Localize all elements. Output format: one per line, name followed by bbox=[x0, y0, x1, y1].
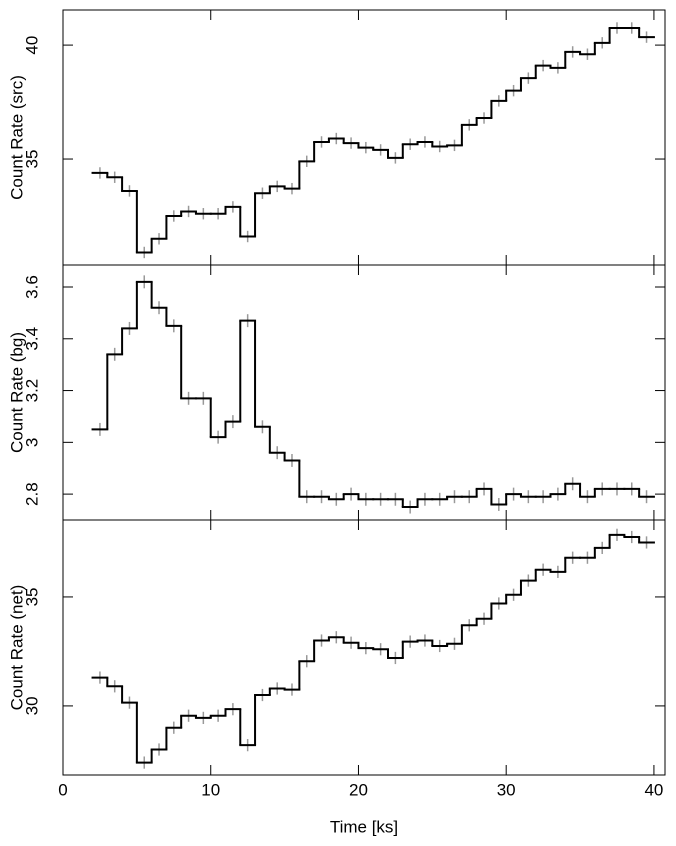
x-tick-label: 10 bbox=[201, 780, 220, 799]
y-tick-label: 30 bbox=[22, 696, 41, 715]
y-tick-label: 3.6 bbox=[22, 275, 41, 299]
x-tick-label: 30 bbox=[497, 780, 516, 799]
y-tick-label: 2.8 bbox=[22, 482, 41, 506]
y-tick-label: 3.2 bbox=[22, 379, 41, 403]
y-axis-label: Count Rate (net) bbox=[7, 585, 26, 711]
y-axis-label: Count Rate (bg) bbox=[7, 332, 26, 453]
plot-frame bbox=[62, 519, 666, 776]
y-tick-label: 35 bbox=[22, 587, 41, 606]
y-tick-label: 3.4 bbox=[22, 327, 41, 351]
x-tick-label: 0 bbox=[58, 780, 67, 799]
y-axis-label: Count Rate (src) bbox=[7, 75, 26, 200]
y-tick-label: 35 bbox=[22, 150, 41, 169]
x-tick-label: 40 bbox=[644, 780, 663, 799]
y-tick-label: 3 bbox=[22, 438, 41, 447]
plot-frame bbox=[62, 9, 666, 266]
y-tick-label: 40 bbox=[22, 36, 41, 55]
plot-frame bbox=[62, 264, 666, 521]
x-axis-label: Time [ks] bbox=[330, 817, 398, 836]
x-tick-label: 20 bbox=[349, 780, 368, 799]
